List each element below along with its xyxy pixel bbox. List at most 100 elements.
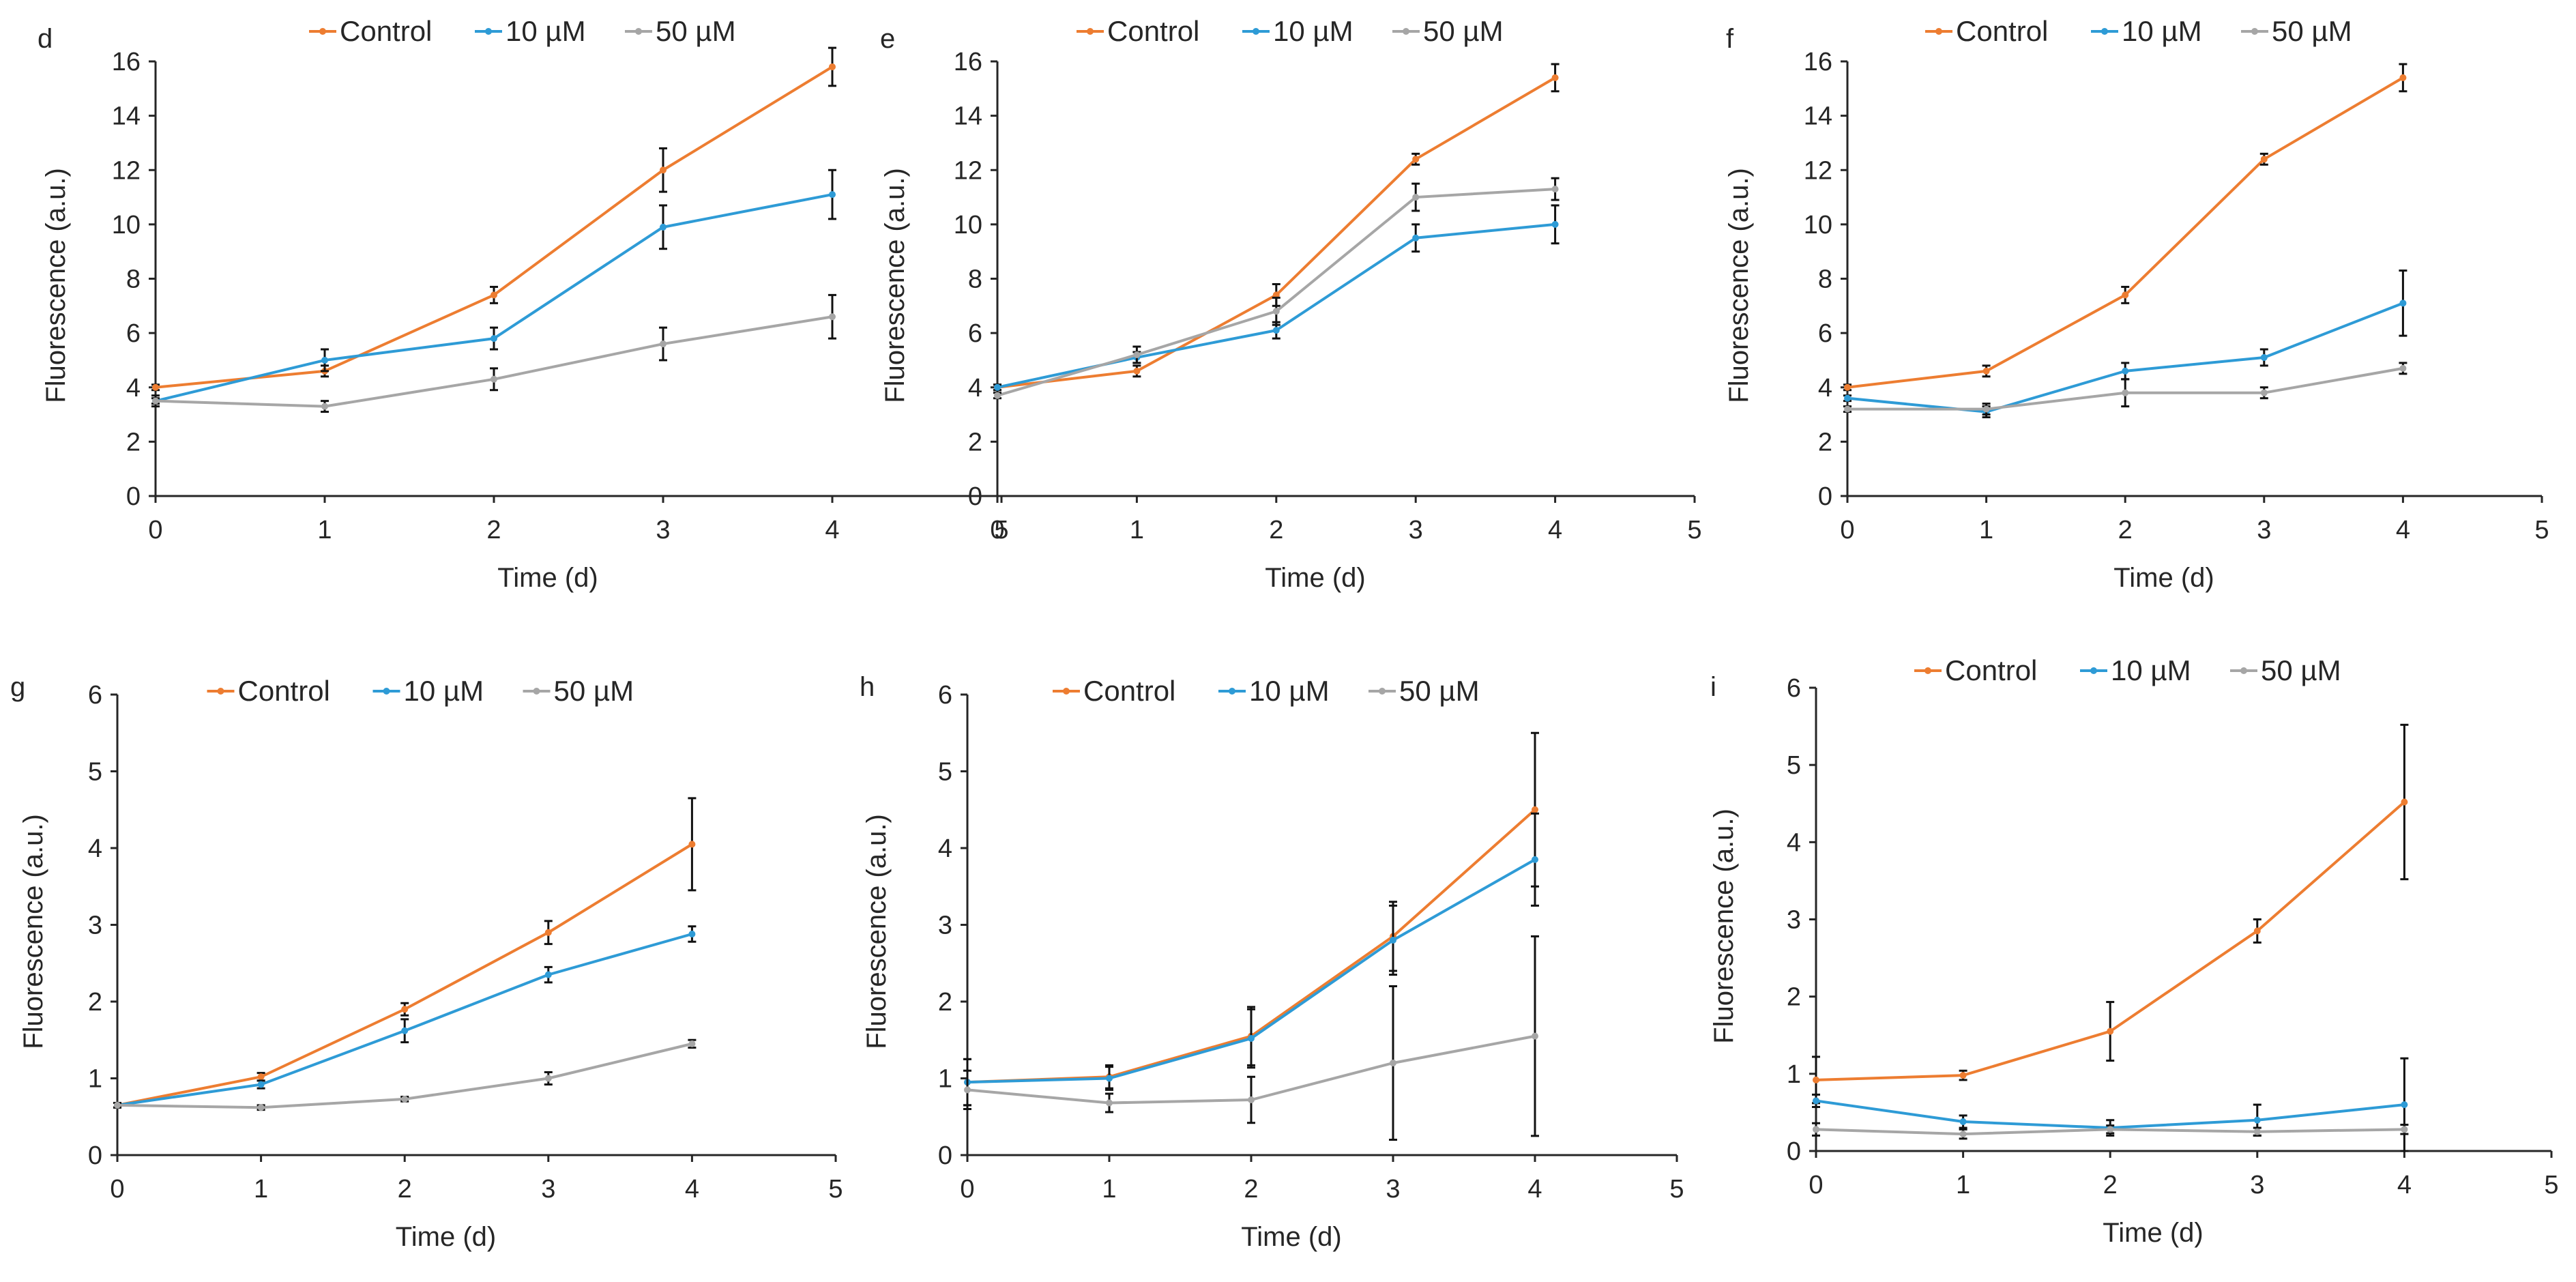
x-tick-label: 0 xyxy=(1840,516,1854,544)
x-tick-label: 3 xyxy=(2250,1171,2264,1199)
y-tick-label: 4 xyxy=(88,834,102,863)
data-point xyxy=(1982,367,1990,375)
data-point xyxy=(1959,1131,1967,1138)
data-point xyxy=(401,1006,409,1013)
x-axis-title: Time (d) xyxy=(2103,1218,2203,1248)
data-point xyxy=(1390,937,1396,944)
legend-label: 10 µM xyxy=(1249,675,1330,707)
y-tick-label: 2 xyxy=(968,428,982,456)
x-tick-label: 4 xyxy=(2397,1171,2412,1199)
y-tick-label: 4 xyxy=(938,834,952,863)
data-point xyxy=(1551,186,1559,193)
panel-letter: f xyxy=(1726,24,1734,54)
x-tick-label: 0 xyxy=(110,1175,124,1204)
y-tick-label: 12 xyxy=(112,156,141,185)
x-tick-label: 4 xyxy=(2396,516,2410,544)
y-tick-label: 2 xyxy=(1787,983,1801,1012)
x-axis-title: Time (d) xyxy=(2113,563,2214,593)
y-tick-label: 1 xyxy=(1787,1060,1801,1089)
x-tick-label: 0 xyxy=(1809,1171,1823,1199)
y-tick-label: 4 xyxy=(968,374,982,403)
data-point xyxy=(321,356,328,364)
data-point xyxy=(491,291,497,299)
x-tick-label: 4 xyxy=(1548,516,1562,544)
y-tick-label: 6 xyxy=(968,319,982,348)
x-tick-label: 1 xyxy=(1956,1171,1970,1199)
legend-marker xyxy=(1063,688,1070,695)
y-tick-label: 14 xyxy=(112,102,141,131)
data-point xyxy=(1248,1096,1255,1103)
y-axis-title: Fluorescence (a.u.) xyxy=(880,168,910,403)
legend-label: 50 µM xyxy=(1423,15,1504,47)
y-tick-label: 2 xyxy=(88,988,102,1017)
data-point xyxy=(1390,1060,1396,1066)
chart-panel-i: i 0 1 2 3 4 5 6 0 1 2 3 4 5 Time (d) Fluorescence (a.u.… xyxy=(1709,654,2559,1248)
panel-letter: i xyxy=(1710,672,1716,702)
legend-item: Control xyxy=(1077,15,1199,47)
data-point xyxy=(2107,1126,2114,1133)
y-tick-label: 8 xyxy=(126,265,141,294)
y-tick-label: 14 xyxy=(1804,102,1832,131)
legend-item: 50 µM xyxy=(1368,675,1480,707)
y-tick-label: 12 xyxy=(1804,156,1832,185)
data-point xyxy=(491,335,497,343)
y-tick-label: 16 xyxy=(1804,48,1832,76)
data-point xyxy=(2253,927,2261,935)
x-tick-label: 5 xyxy=(1669,1175,1684,1204)
data-point xyxy=(1844,383,1851,391)
x-tick-label: 2 xyxy=(1244,1175,1258,1204)
data-point xyxy=(1412,156,1420,163)
data-point xyxy=(544,971,552,978)
data-point xyxy=(1272,308,1280,315)
data-point xyxy=(1844,405,1851,413)
data-point xyxy=(2122,291,2129,299)
series-line-Control xyxy=(117,843,693,1107)
data-point xyxy=(1248,1035,1255,1042)
series-line-Control xyxy=(1847,76,2404,389)
x-tick-label: 3 xyxy=(1386,1175,1400,1204)
y-tick-label: 2 xyxy=(938,988,952,1017)
data-point xyxy=(491,375,497,383)
data-point xyxy=(2401,1126,2408,1133)
legend-marker xyxy=(2090,667,2097,674)
legend-label: 10 µM xyxy=(2111,654,2191,686)
x-axis-title: Time (d) xyxy=(1265,563,1365,593)
y-tick-label: 0 xyxy=(1818,482,1832,511)
x-tick-label: 3 xyxy=(2257,516,2271,544)
y-tick-label: 0 xyxy=(968,482,982,511)
legend-item: 10 µM xyxy=(2080,654,2191,686)
legend-marker xyxy=(383,688,390,695)
legend-label: 10 µM xyxy=(404,675,484,707)
data-point xyxy=(1982,405,1990,413)
data-point xyxy=(1959,1072,1967,1079)
legend-label: 50 µM xyxy=(1399,675,1480,707)
data-point xyxy=(1551,74,1559,81)
legend-label: 50 µM xyxy=(554,675,634,707)
data-point xyxy=(152,397,159,405)
legend-label: Control xyxy=(238,675,330,707)
x-tick-label: 0 xyxy=(960,1175,974,1204)
y-tick-label: 0 xyxy=(88,1141,102,1170)
x-tick-label: 1 xyxy=(1102,1175,1116,1204)
y-tick-label: 10 xyxy=(112,211,141,239)
legend-marker xyxy=(1935,28,1942,35)
legend-item: 50 µM xyxy=(1392,15,1504,47)
x-axis-title: Time (d) xyxy=(396,1222,496,1252)
data-point xyxy=(114,1101,121,1109)
legend-item: 50 µM xyxy=(523,675,634,707)
panel-letter: e xyxy=(880,24,895,54)
x-tick-label: 5 xyxy=(994,516,1008,544)
data-point xyxy=(829,63,836,70)
data-point xyxy=(1532,856,1538,863)
legend-marker xyxy=(635,28,642,35)
y-axis-title: Fluorescence (a.u.) xyxy=(1724,168,1754,403)
panel-letter: d xyxy=(38,24,53,54)
data-point xyxy=(544,1075,552,1082)
x-axis-title: Time (d) xyxy=(497,563,598,593)
legend-label: 50 µM xyxy=(2272,15,2352,47)
data-point xyxy=(829,191,836,199)
y-axis-title: Fluorescence (a.u.) xyxy=(1709,808,1739,1044)
